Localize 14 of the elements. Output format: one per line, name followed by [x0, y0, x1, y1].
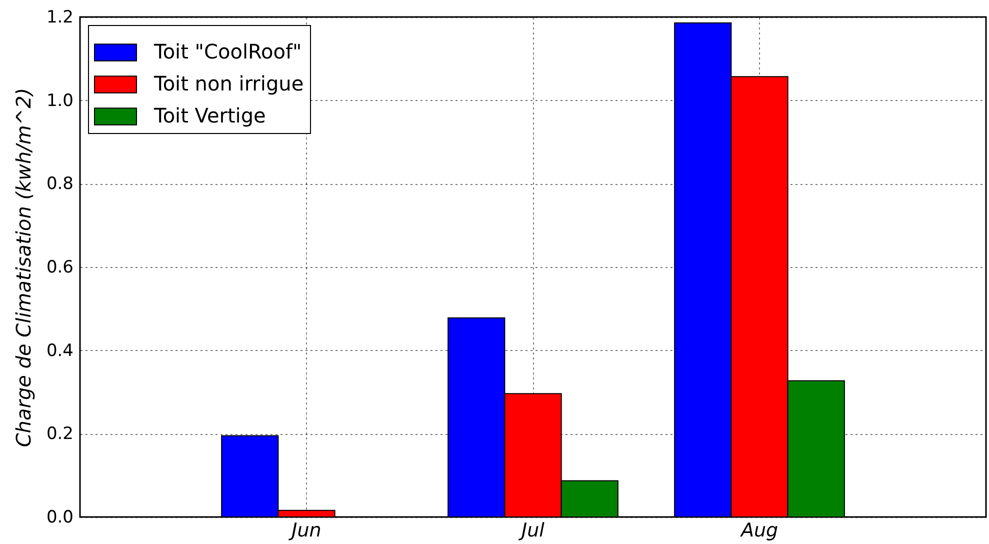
y-tick-label: 0.4	[46, 340, 74, 361]
y-tick-label: 0.0	[46, 508, 74, 528]
legend-label: Toit "CoolRoof"	[153, 40, 302, 64]
y-tick-label: 1.0	[46, 90, 74, 111]
x-tick-label: Jul	[518, 520, 546, 542]
x-tick-label: Jun	[288, 520, 322, 542]
y-tick-label: 0.2	[46, 424, 74, 444]
y-tick-label: 1.2	[46, 8, 74, 28]
y-tick-label: 0.8	[46, 174, 74, 194]
y-axis-title: Charge de Climatisation (kwh/m^2)	[11, 88, 36, 448]
legend-label: Toit Vertige	[153, 104, 266, 128]
legend-label: Toit non irrigue	[153, 72, 304, 96]
x-tick-label: Aug	[738, 520, 778, 542]
y-tick-label: 0.6	[46, 258, 74, 278]
